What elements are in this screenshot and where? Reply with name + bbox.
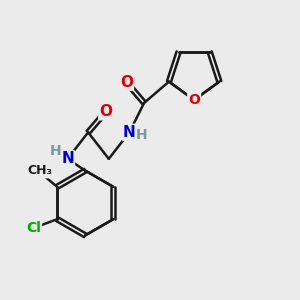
Text: Cl: Cl bbox=[26, 221, 41, 235]
Text: N: N bbox=[123, 125, 136, 140]
Text: O: O bbox=[188, 93, 200, 107]
Text: N: N bbox=[61, 151, 74, 166]
Text: O: O bbox=[99, 104, 112, 119]
Text: CH₃: CH₃ bbox=[27, 164, 52, 177]
Text: O: O bbox=[120, 75, 133, 90]
Text: H: H bbox=[50, 144, 61, 158]
Text: H: H bbox=[136, 128, 148, 142]
